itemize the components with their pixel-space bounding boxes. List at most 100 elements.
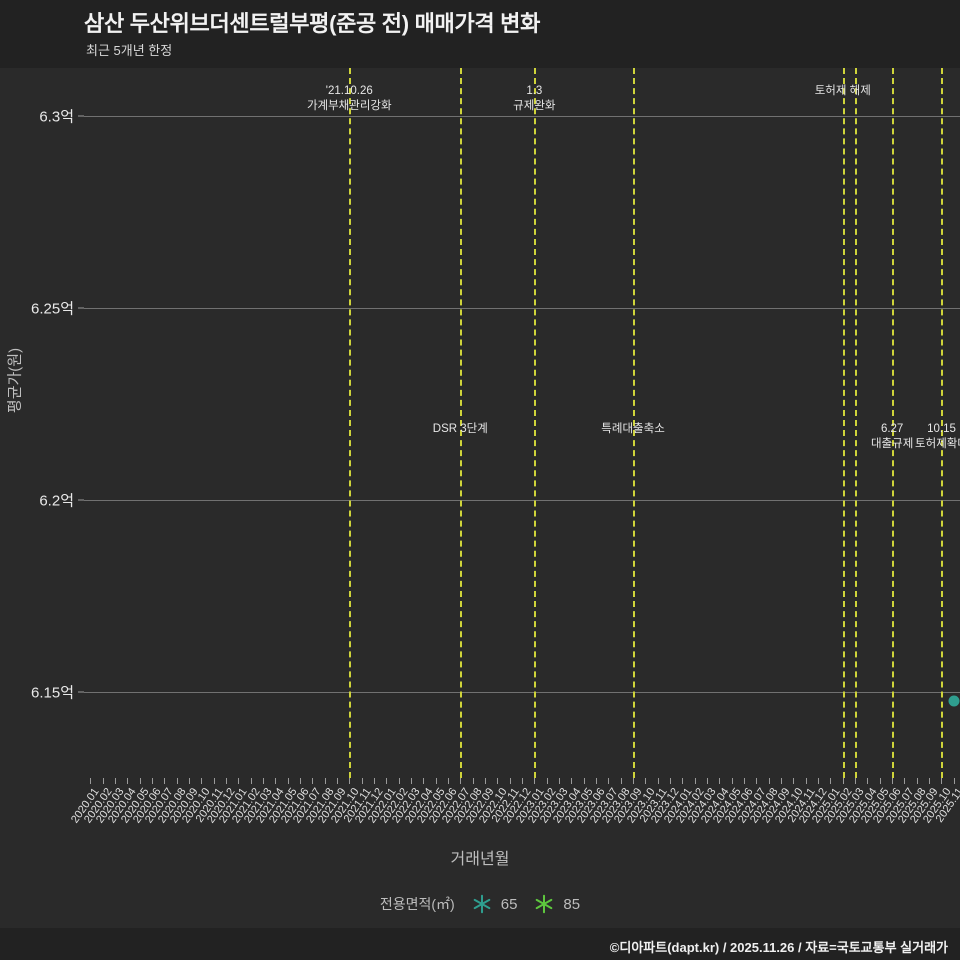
x-axis-tick-mark <box>842 778 844 784</box>
x-axis-tick-mark <box>916 778 918 784</box>
event-marker-label: 10.15 토허제확대 <box>915 422 960 452</box>
event-marker-line <box>349 68 352 778</box>
event-marker-name: DSR 3단계 <box>432 422 488 435</box>
chart-subtitle: 최근 5개년 한정 <box>86 43 173 58</box>
y-axis-tick-label: 6.15억 <box>31 684 74 702</box>
x-axis-tick-mark <box>768 778 770 784</box>
event-marker-label: '21.10.26 가계부채관리강화 <box>307 84 392 114</box>
x-axis-tick-mark <box>164 778 166 784</box>
x-axis-tick-mark <box>818 778 820 784</box>
x-axis-tick-mark <box>620 778 622 784</box>
gridline <box>84 115 960 117</box>
legend-item-85[interactable]: 85 <box>533 893 580 915</box>
event-marker-label: DSR 3단계 <box>433 422 488 437</box>
event-marker-label: 6.27 대출규제 <box>871 422 913 452</box>
x-axis-tick-mark <box>361 778 363 784</box>
event-marker-line <box>534 68 537 778</box>
x-axis-tick-mark <box>497 778 499 784</box>
y-axis-tick-label: 6.25억 <box>31 300 74 318</box>
event-marker-line <box>855 68 858 778</box>
x-axis-ticks: 2020.01 2020.02 2020.03 2020.04 2020.05 2020.… <box>69 778 960 848</box>
legend-item-label: 65 <box>500 895 518 913</box>
x-axis-tick-mark <box>781 778 783 784</box>
x-axis-tick-mark <box>830 778 832 784</box>
x-axis-tick-mark <box>151 778 153 784</box>
x-axis-tick-mark <box>892 778 894 784</box>
x-axis-tick-mark <box>299 778 301 784</box>
x-axis-tick-mark <box>373 778 375 784</box>
gridline <box>84 307 960 309</box>
x-axis-tick-mark <box>250 778 252 784</box>
footer-credit: ©디아파트(dapt.kr) / 2025.11.26 / 자료=국토교통부 실… <box>609 940 948 955</box>
x-axis-tick-mark <box>460 778 462 784</box>
page-title: 삼산 두산위브더센트럴부평(준공 전) 매매가격 변화 <box>84 11 541 36</box>
event-marker-label: 토허제 해제 <box>815 84 871 99</box>
x-axis-tick-mark <box>645 778 647 784</box>
event-marker-line <box>460 68 463 778</box>
y-axis-tick-label: 6.3억 <box>39 108 74 126</box>
x-axis-tick-mark <box>275 778 277 784</box>
x-axis-tick-mark <box>312 778 314 784</box>
legend: 전용면적(㎡) 65 85 <box>0 893 960 915</box>
x-axis-tick-mark <box>929 778 931 784</box>
x-axis-tick-mark <box>127 778 129 784</box>
x-axis-tick-mark <box>633 778 635 784</box>
x-axis-tick-mark <box>423 778 425 784</box>
x-axis-tick-mark <box>953 778 955 784</box>
x-axis-tick-mark <box>435 778 437 784</box>
y-axis-tick-mark <box>78 115 84 117</box>
x-axis-tick-mark <box>719 778 721 784</box>
data-point[interactable] <box>948 695 960 707</box>
x-axis-tick-mark <box>571 778 573 784</box>
x-axis-tick-mark <box>522 778 523 784</box>
x-axis-tick-mark <box>447 778 449 784</box>
x-axis-tick-mark <box>238 778 240 784</box>
x-axis-tick-mark <box>546 778 548 784</box>
x-axis-tick-mark <box>559 778 560 784</box>
x-axis-tick-mark <box>410 778 412 784</box>
event-marker-name: 토허제확대 <box>915 437 960 450</box>
legend-title: 전용면적(㎡) <box>379 896 455 912</box>
x-axis-tick-mark <box>90 778 92 784</box>
x-axis-tick-mark <box>694 778 696 784</box>
x-axis-tick-mark <box>139 778 141 784</box>
x-axis-tick-mark <box>287 778 289 784</box>
x-axis-tick-mark <box>596 778 598 784</box>
x-axis-tick-mark <box>336 778 338 784</box>
x-axis-tick-mark <box>262 778 264 784</box>
event-marker-name: 가계부채관리강화 <box>306 100 392 112</box>
star-icon <box>473 894 491 914</box>
footer-band <box>0 928 960 960</box>
x-axis-tick-mark <box>188 778 190 784</box>
legend-item-label: 85 <box>563 895 581 913</box>
event-marker-line <box>892 68 895 778</box>
gridline <box>84 691 960 693</box>
star-icon <box>536 894 553 914</box>
x-axis-tick-mark <box>756 778 758 784</box>
x-axis-label: 거래년월 <box>450 851 510 868</box>
gridline <box>84 499 960 501</box>
x-axis-tick-mark <box>349 778 351 784</box>
event-marker-name: 토허제 해제 <box>814 85 871 97</box>
x-axis-tick-mark <box>682 778 684 784</box>
x-axis-tick-mark <box>386 778 388 784</box>
event-marker-line <box>842 68 845 778</box>
legend-item-65[interactable]: 65 <box>471 893 518 915</box>
y-axis-label-text: 평균가(원) <box>6 347 24 414</box>
x-axis-tick-mark <box>201 778 203 784</box>
x-axis-tick-mark <box>213 778 215 784</box>
x-axis-tick-mark <box>731 778 733 784</box>
x-axis-tick-mark <box>657 778 659 784</box>
event-marker-name: 특례대출축소 <box>601 422 665 435</box>
event-marker-line <box>941 68 944 778</box>
x-axis-tick-mark <box>608 778 610 784</box>
x-axis-tick-mark <box>879 778 881 784</box>
event-marker-date: 10.15 <box>927 422 956 435</box>
header-band <box>0 0 960 68</box>
x-axis-tick-mark <box>805 778 807 784</box>
x-axis-tick-mark <box>855 778 857 784</box>
x-axis-tick-mark <box>793 778 795 784</box>
y-axis-tick-mark <box>78 499 84 501</box>
x-axis-tick-mark <box>509 778 511 784</box>
